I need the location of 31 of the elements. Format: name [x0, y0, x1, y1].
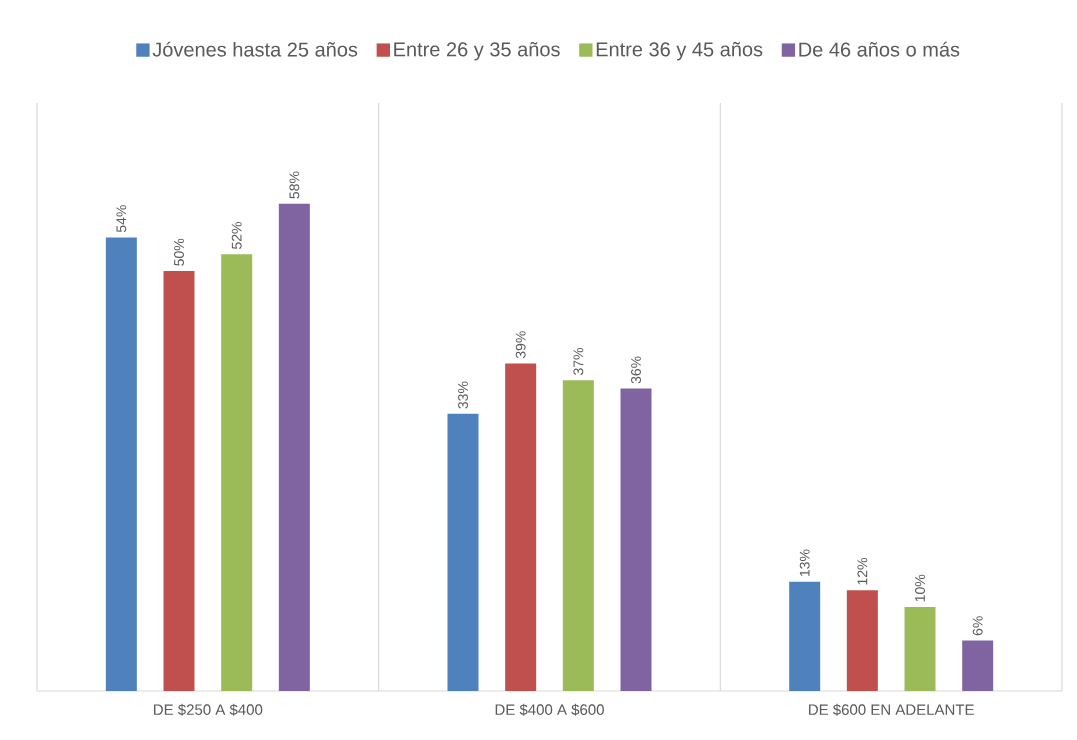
bar: [962, 640, 994, 691]
data-label: 54%: [116, 205, 127, 233]
bar: [562, 380, 594, 691]
legend-label: De 46 años o más: [799, 41, 960, 57]
bar: [447, 413, 479, 691]
data-label: 36%: [631, 356, 641, 384]
data-label: 10%: [915, 574, 925, 602]
bar: [620, 388, 652, 691]
bar: [163, 271, 195, 691]
bar: [846, 590, 878, 691]
bar: [505, 363, 537, 691]
data-label: 12%: [857, 557, 868, 585]
bar: [221, 254, 253, 691]
legend-label: Entre 26 y 35 años: [394, 41, 560, 61]
bar: [789, 581, 821, 691]
legend-label: Entre 36 y 45 años: [596, 41, 763, 61]
x-tick-label: DE $250 A $400: [154, 703, 263, 716]
legend-label: Jóvenes hasta 25 años: [152, 41, 358, 57]
bar: [105, 237, 137, 691]
data-label: 33%: [458, 381, 468, 409]
data-label: 37%: [573, 347, 584, 375]
bar: [278, 203, 310, 691]
data-label: 39%: [515, 331, 526, 359]
data-label: 58%: [289, 171, 300, 199]
x-tick-label: DE $600 EN ADELANTE: [809, 703, 974, 716]
data-label: 6%: [972, 616, 983, 636]
bar: [904, 607, 936, 691]
data-label: 50%: [174, 238, 184, 266]
data-label: 52%: [231, 221, 242, 249]
data-label: 13%: [799, 549, 810, 577]
x-tick-label: DE $400 A $600: [495, 703, 604, 716]
